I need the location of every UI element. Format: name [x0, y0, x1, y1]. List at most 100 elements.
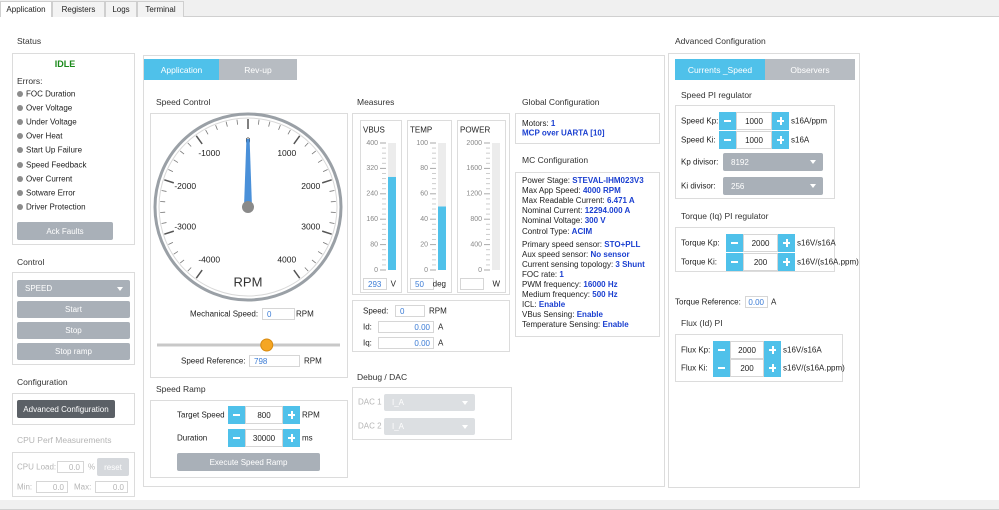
readout: 0.0	[57, 461, 84, 473]
config-line: VBus Sensing: Enable	[522, 310, 603, 319]
minus-button[interactable]	[719, 112, 736, 130]
number-input[interactable]: 2000	[730, 341, 764, 359]
minus-button[interactable]	[713, 359, 730, 377]
config-line: Medium frequency: 500 Hz	[522, 290, 618, 299]
config-key: Control Type:	[522, 226, 570, 236]
error-label: Over Heat	[26, 131, 63, 141]
dropdown[interactable]: I_A	[384, 394, 475, 411]
button[interactable]: Execute Speed Ramp	[177, 453, 320, 471]
minus-button[interactable]	[726, 234, 743, 252]
section-title: Control	[17, 257, 45, 267]
plus-button[interactable]	[283, 429, 300, 447]
minus-button[interactable]	[228, 406, 245, 424]
config-line: ICL: Enable	[522, 300, 565, 309]
unit-label: RPM	[304, 356, 322, 366]
plus-button[interactable]	[764, 341, 781, 359]
error-label: FOC Duration	[26, 89, 76, 99]
config-line: Temperature Sensing: Enable	[522, 320, 629, 329]
error-label: Over Current	[26, 174, 73, 184]
readout[interactable]: 798	[249, 355, 300, 367]
section-title: Flux (Id) PI	[681, 318, 723, 328]
number-input[interactable]: 800	[245, 406, 283, 424]
readout: 0.00	[745, 296, 768, 308]
section-title: Speed PI regulator	[681, 90, 752, 100]
field-label: Torque Ki:	[681, 257, 718, 267]
top-tab[interactable]: Registers	[52, 1, 105, 17]
readout: 50	[410, 278, 434, 290]
unit-label: s16A/ppm	[791, 116, 828, 126]
field-label: Id:	[363, 322, 372, 332]
minus-button[interactable]	[228, 429, 245, 447]
field-label: Target Speed	[177, 410, 225, 420]
top-tab[interactable]: Application	[0, 1, 52, 17]
config-line: Max Readable Current: 6.471 A	[522, 196, 635, 205]
tab[interactable]: Observers	[765, 59, 855, 80]
number-input[interactable]: 1000	[736, 131, 772, 149]
dropdown[interactable]: I_A	[384, 418, 475, 435]
field-label: Min:	[17, 482, 33, 492]
top-tab[interactable]: Logs	[105, 1, 137, 17]
config-line: Power Stage: STEVAL-IHM023V3	[522, 176, 644, 185]
plus-button[interactable]	[778, 234, 795, 252]
plus-button[interactable]	[764, 359, 781, 377]
error-indicator	[17, 189, 23, 196]
tab[interactable]: Application	[144, 59, 219, 80]
dropdown[interactable]: 8192	[723, 153, 823, 171]
plus-button[interactable]	[772, 131, 789, 149]
field-label: Speed:	[363, 306, 389, 316]
error-indicator	[17, 119, 23, 126]
number-input[interactable]: 200	[743, 253, 778, 271]
unit-label: s16V/(s16A.ppm)	[797, 257, 859, 267]
readout: 0.0	[95, 481, 128, 493]
tab[interactable]: Currents _Speed	[675, 59, 765, 80]
field-label: DAC 2	[358, 421, 382, 431]
dropdown[interactable]: SPEED	[17, 280, 130, 297]
button[interactable]: reset	[97, 458, 129, 476]
error-label: Under Voltage	[26, 117, 77, 127]
field-label: CPU Load:	[17, 462, 57, 472]
readout: 293	[363, 278, 387, 290]
readout	[460, 278, 484, 290]
number-input[interactable]: 1000	[736, 112, 772, 130]
error-indicator	[17, 105, 23, 112]
button[interactable]: Stop ramp	[17, 343, 130, 360]
config-key: Current sensing topology:	[522, 259, 614, 269]
field-label: Flux Kp:	[681, 345, 711, 355]
dropdown[interactable]: 256	[723, 177, 823, 195]
unit-label: s16A	[791, 135, 810, 145]
minus-button[interactable]	[713, 341, 730, 359]
top-tab[interactable]: Terminal	[137, 1, 184, 17]
field-label: Torque Reference:	[675, 297, 741, 307]
config-value: ACIM	[571, 226, 593, 236]
tab[interactable]: Rev-up	[219, 59, 297, 80]
plus-button[interactable]	[283, 406, 300, 424]
button[interactable]: Ack Faults	[17, 222, 113, 240]
field-label: Max:	[74, 482, 92, 492]
field-label: Speed Reference:	[181, 356, 246, 366]
error-label: Over Voltage	[26, 103, 73, 113]
number-input[interactable]: 200	[730, 359, 764, 377]
plus-button[interactable]	[778, 253, 795, 271]
connection: MCP over UARTA [10]	[522, 128, 605, 138]
button[interactable]: Advanced Configuration	[17, 400, 115, 418]
meter-name: VBUS	[363, 125, 385, 135]
config-line: Nominal Current: 12294.000 A	[522, 206, 630, 215]
meter-box	[360, 120, 402, 293]
number-input[interactable]: 2000	[743, 234, 778, 252]
config-key: Nominal Current:	[522, 206, 583, 216]
plus-button[interactable]	[772, 112, 789, 130]
unit-label: A	[438, 338, 444, 348]
number-input[interactable]: 30000	[245, 429, 283, 447]
minus-button[interactable]	[719, 131, 736, 149]
minus-button[interactable]	[726, 253, 743, 271]
section-title: Measures	[357, 97, 395, 107]
unit-label: s16V/s16A	[797, 238, 836, 248]
error-label: Speed Feedback	[26, 160, 87, 169]
meter-name: POWER	[460, 125, 491, 135]
config-value: 12294.000 A	[584, 206, 631, 216]
button[interactable]: Stop	[17, 322, 130, 339]
readout: 0.00	[378, 337, 434, 349]
section-title: Speed Control	[156, 97, 211, 107]
button[interactable]: Start	[17, 301, 130, 318]
